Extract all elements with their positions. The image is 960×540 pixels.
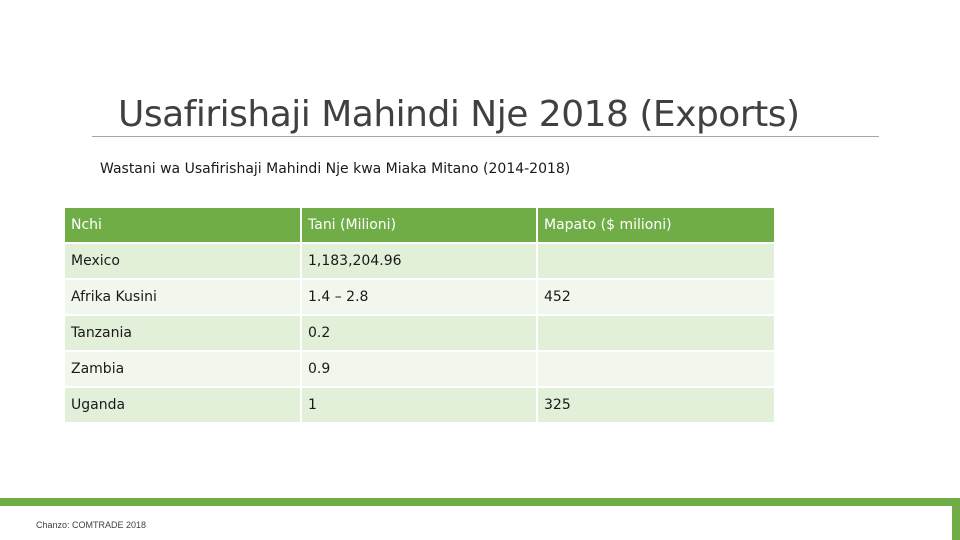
cell-country: Zambia xyxy=(65,352,300,386)
footer-panel xyxy=(0,506,952,540)
cell-revenue: 452 xyxy=(538,280,774,314)
cell-country: Mexico xyxy=(65,244,300,278)
table-header-row: Nchi Tani (Milioni) Mapato ($ milioni) xyxy=(65,208,774,242)
cell-revenue: 325 xyxy=(538,388,774,422)
slide-subtitle: Wastani wa Usafirishaji Mahindi Nje kwa … xyxy=(100,161,571,177)
cell-country: Uganda xyxy=(65,388,300,422)
cell-revenue xyxy=(538,316,774,350)
cell-tonnes: 0.9 xyxy=(302,352,536,386)
cell-tonnes: 1.4 – 2.8 xyxy=(302,280,536,314)
cell-tonnes: 1 xyxy=(302,388,536,422)
exports-table: Nchi Tani (Milioni) Mapato ($ milioni) M… xyxy=(63,206,776,424)
cell-tonnes: 1,183,204.96 xyxy=(302,244,536,278)
table-row: Mexico 1,183,204.96 xyxy=(65,244,774,278)
title-divider xyxy=(92,136,879,137)
cell-revenue xyxy=(538,244,774,278)
header-tonnes: Tani (Milioni) xyxy=(302,208,536,242)
slide-title: Usafirishaji Mahindi Nje 2018 (Exports) xyxy=(118,94,800,135)
cell-tonnes: 0.2 xyxy=(302,316,536,350)
cell-country: Afrika Kusini xyxy=(65,280,300,314)
table-row: Tanzania 0.2 xyxy=(65,316,774,350)
header-country: Nchi xyxy=(65,208,300,242)
header-revenue: Mapato ($ milioni) xyxy=(538,208,774,242)
table-row: Zambia 0.9 xyxy=(65,352,774,386)
cell-revenue xyxy=(538,352,774,386)
table-row: Afrika Kusini 1.4 – 2.8 452 xyxy=(65,280,774,314)
source-note: Chanzo: COMTRADE 2018 xyxy=(36,520,147,530)
table-row: Uganda 1 325 xyxy=(65,388,774,422)
cell-country: Tanzania xyxy=(65,316,300,350)
